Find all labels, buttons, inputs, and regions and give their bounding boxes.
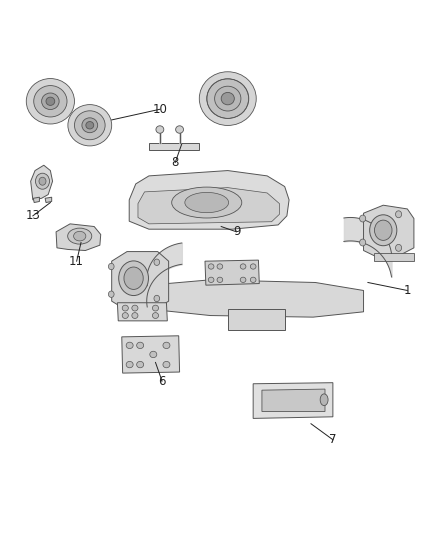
Ellipse shape: [74, 231, 86, 241]
Text: 8: 8: [172, 156, 179, 169]
Text: 11: 11: [69, 255, 84, 268]
Polygon shape: [138, 188, 279, 224]
Polygon shape: [45, 197, 52, 203]
Ellipse shape: [26, 78, 74, 124]
Text: 10: 10: [152, 103, 167, 116]
Text: 1: 1: [403, 284, 411, 297]
Ellipse shape: [35, 173, 49, 189]
Ellipse shape: [240, 264, 246, 269]
Ellipse shape: [39, 177, 46, 185]
Ellipse shape: [119, 261, 148, 295]
Polygon shape: [31, 165, 53, 200]
Ellipse shape: [215, 86, 241, 111]
Ellipse shape: [250, 277, 256, 282]
Ellipse shape: [68, 104, 112, 146]
Ellipse shape: [156, 126, 164, 133]
Ellipse shape: [154, 295, 159, 302]
Ellipse shape: [42, 93, 59, 110]
Text: 7: 7: [329, 433, 337, 446]
Ellipse shape: [250, 264, 256, 269]
Ellipse shape: [152, 312, 159, 318]
Ellipse shape: [176, 126, 184, 133]
Ellipse shape: [67, 228, 92, 244]
Text: 13: 13: [25, 209, 40, 222]
Polygon shape: [117, 303, 167, 321]
Ellipse shape: [46, 97, 55, 106]
Ellipse shape: [370, 215, 397, 246]
Ellipse shape: [396, 211, 402, 217]
Ellipse shape: [137, 361, 144, 368]
Text: 6: 6: [158, 375, 166, 387]
Ellipse shape: [396, 244, 402, 251]
Ellipse shape: [172, 187, 242, 218]
Ellipse shape: [132, 312, 138, 318]
Ellipse shape: [122, 312, 128, 318]
Ellipse shape: [360, 215, 366, 222]
Ellipse shape: [185, 192, 229, 213]
Polygon shape: [205, 260, 259, 285]
Ellipse shape: [34, 86, 67, 117]
Ellipse shape: [360, 239, 366, 246]
Polygon shape: [149, 280, 364, 317]
Ellipse shape: [217, 277, 223, 282]
Ellipse shape: [124, 267, 143, 289]
Ellipse shape: [152, 305, 159, 311]
Polygon shape: [228, 309, 285, 330]
Ellipse shape: [374, 220, 392, 240]
Ellipse shape: [86, 122, 94, 129]
Polygon shape: [56, 224, 101, 251]
Polygon shape: [33, 197, 39, 203]
Polygon shape: [364, 205, 414, 257]
Ellipse shape: [126, 342, 133, 349]
Ellipse shape: [208, 277, 214, 282]
Ellipse shape: [217, 264, 223, 269]
Polygon shape: [129, 171, 289, 229]
Ellipse shape: [150, 351, 157, 358]
Polygon shape: [253, 383, 333, 418]
Ellipse shape: [109, 263, 114, 270]
Ellipse shape: [207, 79, 249, 118]
Ellipse shape: [221, 92, 234, 105]
Ellipse shape: [208, 264, 214, 269]
Ellipse shape: [82, 118, 98, 133]
Ellipse shape: [126, 361, 133, 368]
Ellipse shape: [132, 305, 138, 311]
Ellipse shape: [163, 342, 170, 349]
Polygon shape: [149, 143, 199, 150]
Polygon shape: [112, 252, 169, 309]
Polygon shape: [374, 253, 414, 261]
Ellipse shape: [122, 305, 128, 311]
Polygon shape: [262, 389, 325, 411]
Ellipse shape: [163, 361, 170, 368]
Ellipse shape: [154, 259, 159, 265]
Ellipse shape: [199, 72, 256, 125]
Ellipse shape: [137, 342, 144, 349]
Text: 9: 9: [233, 225, 240, 238]
Ellipse shape: [109, 291, 114, 297]
Polygon shape: [122, 336, 180, 373]
Ellipse shape: [74, 111, 105, 140]
Ellipse shape: [320, 394, 328, 406]
Ellipse shape: [240, 277, 246, 282]
